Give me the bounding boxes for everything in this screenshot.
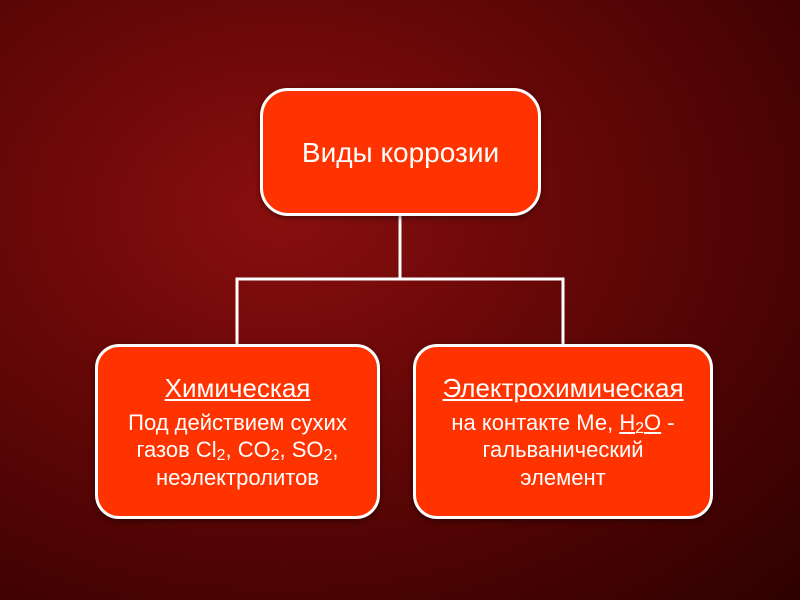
body-line: гальванический: [451, 436, 674, 464]
child-node-chemical: Химическая Под действием сухихгазов Cl2,…: [95, 344, 380, 519]
child-body: Под действием сухихгазов Cl2, CO2, SO2,н…: [128, 409, 347, 492]
body-line: неэлектролитов: [128, 464, 347, 492]
root-node: Виды коррозии: [260, 88, 541, 216]
body-line: на контакте Ме, H2O -: [451, 409, 674, 437]
child-body: на контакте Ме, H2O -гальваническийэлеме…: [451, 409, 674, 492]
child-title: Химическая: [165, 372, 311, 405]
child-title: Электрохимическая: [442, 372, 683, 405]
body-line: газов Cl2, CO2, SO2,: [128, 436, 347, 464]
body-line: Под действием сухих: [128, 409, 347, 437]
body-line: элемент: [451, 464, 674, 492]
child-node-electrochemical: Электрохимическая на контакте Ме, H2O -г…: [413, 344, 713, 519]
root-label: Виды коррозии: [302, 135, 499, 170]
